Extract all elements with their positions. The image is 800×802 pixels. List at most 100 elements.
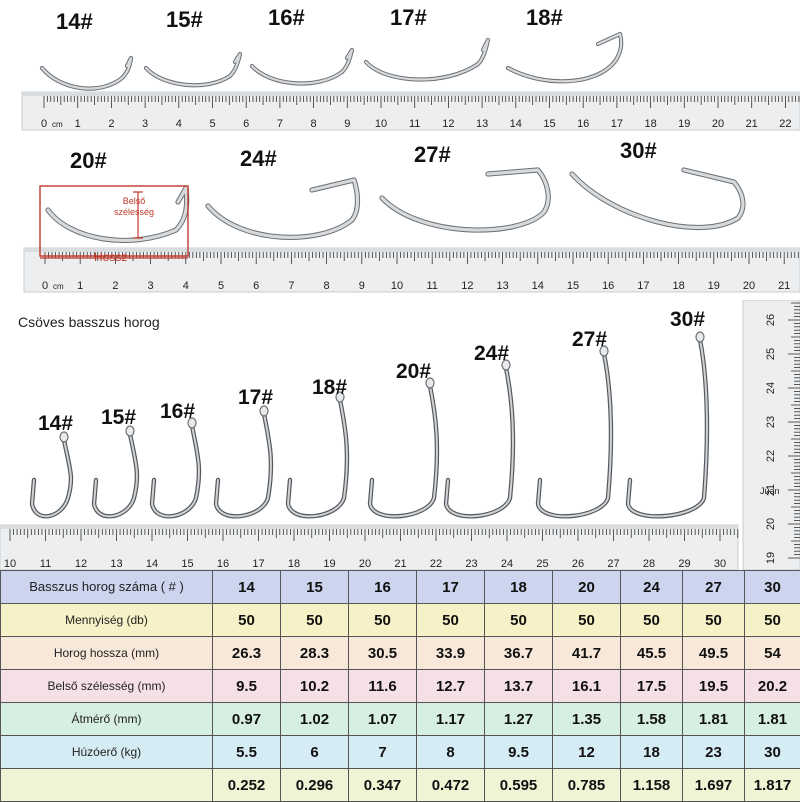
tube-hook-14# <box>32 432 71 516</box>
ruler-number: 10 <box>375 118 387 130</box>
table-cell: 33.9 <box>417 637 485 670</box>
ruler-number: 17 <box>611 118 623 130</box>
ruler-number: 9 <box>344 118 350 130</box>
vertical-ruler-label: Jüan <box>760 486 780 496</box>
table-cell: 9.5 <box>213 670 281 703</box>
table-cell: 41.7 <box>553 637 621 670</box>
table-cell: 30 <box>745 736 800 769</box>
ruler-number: 1 <box>75 118 81 130</box>
table-cell: 13.7 <box>485 670 553 703</box>
ruler-number: 18 <box>288 558 300 570</box>
tube-size-label-17: 17# <box>238 386 273 410</box>
size-label-15: 15# <box>166 7 203 33</box>
ruler-unit: cm <box>53 282 64 291</box>
vertical-ruler-number: 22 <box>765 450 777 462</box>
ruler-number: 21 <box>394 558 406 570</box>
ruler-number: 15 <box>181 558 193 570</box>
ruler-number: 24 <box>501 558 513 570</box>
hook-16# <box>252 50 352 83</box>
table-cell: 50 <box>621 604 683 637</box>
ruler-number: 15 <box>567 280 579 292</box>
table-cell: 36.7 <box>485 637 553 670</box>
ruler-number: 5 <box>209 118 215 130</box>
hook-size-cell: 17 <box>417 571 485 604</box>
row-label: Átmérő (mm) <box>1 703 213 736</box>
ruler-number: 9 <box>359 280 365 292</box>
ruler-number: 27 <box>607 558 619 570</box>
table-cell: 50 <box>417 604 485 637</box>
ruler-number: 1 <box>77 280 83 292</box>
ruler-number: 30 <box>714 558 726 570</box>
tube-size-label-15: 15# <box>101 406 136 430</box>
ruler-number: 0 <box>41 118 47 130</box>
table-cell: 10.2 <box>281 670 349 703</box>
ruler-number: 13 <box>476 118 488 130</box>
ruler-number: 7 <box>288 280 294 292</box>
hook-size-cell: 18 <box>485 571 553 604</box>
vertical-ruler-number: 23 <box>765 416 777 428</box>
row-label: Húzóerő (kg) <box>1 736 213 769</box>
table-cell: 50 <box>485 604 553 637</box>
ruler-unit: cm <box>52 120 63 129</box>
hook-size-cell: 27 <box>683 571 745 604</box>
ruler-number: 12 <box>461 280 473 292</box>
tube-size-label-14: 14# <box>38 412 73 436</box>
ruler-number: 13 <box>110 558 122 570</box>
table-cell: 8 <box>417 736 485 769</box>
ruler-number: 4 <box>176 118 182 130</box>
ruler-number: 20 <box>743 280 755 292</box>
tube-size-label-27: 27# <box>572 328 607 352</box>
hook-size-cell: 14 <box>213 571 281 604</box>
hook-27# <box>382 170 548 230</box>
ruler-number: 0 <box>42 280 48 292</box>
size-label-20: 20# <box>70 148 107 174</box>
ruler-number: 16 <box>602 280 614 292</box>
table-cell: 17.5 <box>621 670 683 703</box>
tube-size-label-20: 20# <box>396 360 431 384</box>
table-cell: 1.02 <box>281 703 349 736</box>
table-cell: 23 <box>683 736 745 769</box>
table-cell: 1.697 <box>683 769 745 802</box>
hook-14# <box>42 58 131 89</box>
table-cell: 19.5 <box>683 670 745 703</box>
hook-size-cell: 24 <box>621 571 683 604</box>
table-cell: 1.07 <box>349 703 417 736</box>
ruler-number: 3 <box>142 118 148 130</box>
table-cell: 12 <box>553 736 621 769</box>
ruler-number: 22 <box>430 558 442 570</box>
ruler-number: 4 <box>183 280 189 292</box>
table-cell: 16.1 <box>553 670 621 703</box>
ruler-number: 3 <box>148 280 154 292</box>
table-cell: 11.6 <box>349 670 417 703</box>
ruler-number: 12 <box>442 118 454 130</box>
ruler-number: 20 <box>359 558 371 570</box>
hook-size-cell: 20 <box>553 571 621 604</box>
ruler-number: 14 <box>510 118 522 130</box>
size-label-16: 16# <box>268 5 305 31</box>
tube-hook-30# <box>628 332 707 516</box>
table-cell: 50 <box>745 604 800 637</box>
ruler-number: 21 <box>746 118 758 130</box>
table-cell: 0.595 <box>485 769 553 802</box>
tube-hook-17# <box>216 406 271 516</box>
ruler-number: 6 <box>243 118 249 130</box>
ruler-number: 7 <box>277 118 283 130</box>
table-cell: 50 <box>349 604 417 637</box>
ruler-number: 21 <box>778 280 790 292</box>
tube-hook-16# <box>152 418 199 516</box>
ruler-number: 20 <box>712 118 724 130</box>
ruler-number: 8 <box>311 118 317 130</box>
row-label: Basszus horog száma ( # ) <box>1 571 213 604</box>
ruler-number: 22 <box>779 118 791 130</box>
table-cell: 1.158 <box>621 769 683 802</box>
ruler-number: 11 <box>409 118 420 130</box>
table-cell: 9.5 <box>485 736 553 769</box>
